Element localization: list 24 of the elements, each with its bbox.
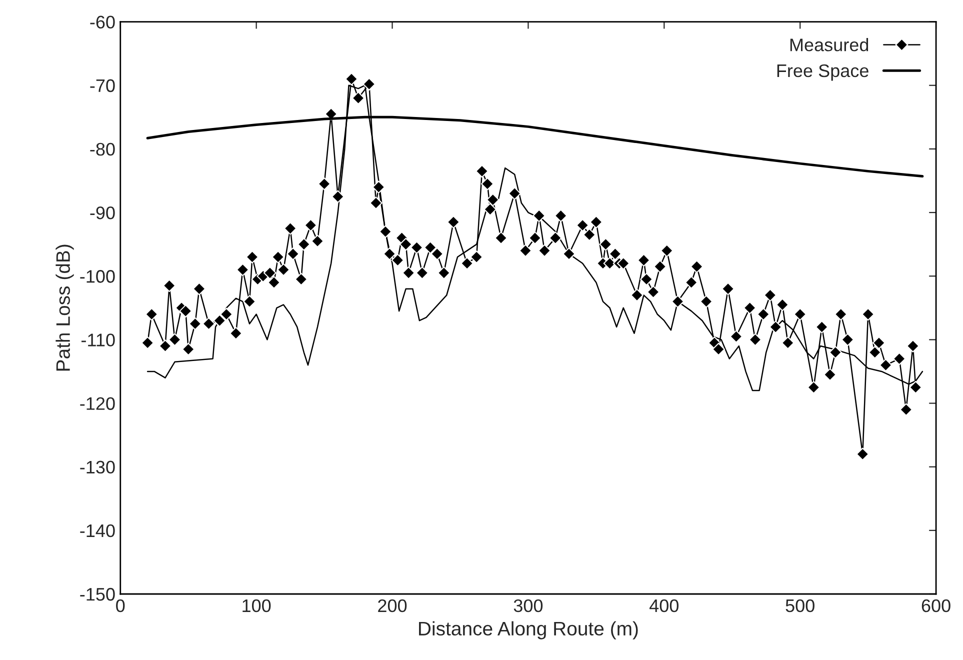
x-tick-label: 0 xyxy=(116,599,125,612)
point xyxy=(671,295,684,308)
point xyxy=(379,225,392,238)
y-tick-label: -100 xyxy=(80,270,115,283)
point xyxy=(562,247,576,260)
x-tick-label: 400 xyxy=(650,599,679,612)
y-tick-label: -130 xyxy=(80,460,115,474)
x-tick-label: 600 xyxy=(922,599,950,612)
x-axis-title: Distance Along Route (m) xyxy=(419,621,638,640)
y-tick-label: -120 xyxy=(80,397,115,410)
x-tick-label: 200 xyxy=(378,599,407,612)
y-tick-label: -90 xyxy=(90,206,115,220)
x-tick-label: 300 xyxy=(514,599,543,612)
y-tick-label: -150 xyxy=(80,588,115,601)
y-tick-label: -60 xyxy=(90,16,115,28)
y-tick-label: -80 xyxy=(90,142,115,156)
y-tick-label: -70 xyxy=(90,79,115,92)
y-axis-title: Path Loss (dB) xyxy=(56,244,74,371)
y-tick-label: -110 xyxy=(82,334,115,346)
x-tick-label: 100 xyxy=(242,599,271,612)
legend-label: Free Space xyxy=(777,64,868,81)
x-tick-label: 500 xyxy=(786,599,814,612)
y-tick-label: -140 xyxy=(80,524,115,538)
legend-label: Measured xyxy=(790,38,868,52)
